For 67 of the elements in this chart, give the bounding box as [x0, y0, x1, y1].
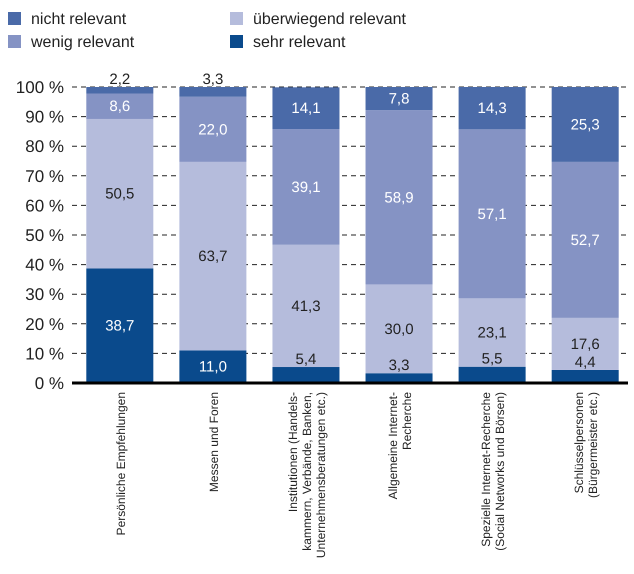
data-label: 41,3: [291, 298, 321, 315]
bar: [272, 367, 340, 383]
bar: [458, 366, 526, 383]
data-label: 5,4: [296, 351, 316, 368]
legend-label: überwiegend relevant: [253, 11, 407, 28]
legend-label: wenig relevant: [30, 34, 135, 51]
legend-label: nicht relevant: [31, 11, 127, 28]
data-label: 8,6: [109, 98, 130, 116]
x-tick-label: Spezielle Internet-Recherche (Social Networks und Börsen): [479, 392, 508, 551]
bar: [458, 298, 526, 367]
bar: [552, 318, 619, 370]
bar: [179, 350, 246, 383]
bar: [458, 129, 526, 298]
data-label: 50,5: [105, 186, 134, 203]
y-tick-label: 0 %: [34, 374, 64, 393]
bar: [552, 162, 619, 318]
data-label: 39,1: [291, 178, 321, 196]
data-label: 23,1: [478, 324, 507, 342]
data-label: 14,1: [291, 100, 321, 118]
bar: [179, 162, 246, 350]
y-tick-label: 10 %: [25, 344, 64, 364]
y-tick-label: 20 %: [25, 314, 64, 334]
data-label: 2,2: [109, 71, 130, 88]
bar: [272, 87, 340, 130]
data-label: 11,0: [198, 358, 227, 376]
data-label: 30,0: [384, 320, 414, 338]
data-label: 14,3: [478, 100, 507, 118]
data-label: 17,6: [570, 336, 600, 353]
data-label: 57,1: [478, 206, 507, 223]
y-tick-label: 30 %: [25, 285, 64, 304]
y-tick-label: 80 %: [25, 137, 64, 156]
x-tick-label: Messen und Foren: [206, 392, 221, 492]
y-tick-label: 70 %: [25, 166, 64, 186]
bar: [86, 268, 154, 383]
data-label: 58,9: [384, 189, 414, 206]
data-label: 3,3: [388, 357, 410, 374]
data-label: 4,4: [574, 354, 596, 371]
y-tick-label: 90 %: [25, 108, 64, 127]
bar: [366, 284, 433, 374]
bar: [458, 87, 526, 130]
data-label: 52,7: [570, 232, 600, 249]
data-label: 38,7: [105, 318, 134, 335]
data-label: 22,0: [198, 121, 228, 138]
data-label: 25,3: [570, 116, 600, 134]
data-label: 63,7: [198, 248, 228, 266]
x-tick-label: Institutionen (Handels- kammern, Verbände, Banken, Unternehmensberatungen etc.): [286, 392, 328, 558]
bar: [86, 87, 154, 94]
legend-label: sehr relevant: [253, 34, 346, 51]
bar: [86, 94, 154, 119]
bar: [366, 87, 433, 110]
y-tick-label: 40 %: [25, 256, 64, 275]
bar: [179, 87, 246, 97]
data-label: 3,3: [202, 71, 224, 88]
bar: [272, 244, 340, 368]
bar: [272, 129, 340, 245]
bar: [552, 87, 619, 162]
y-tick-label: 50 %: [25, 226, 64, 245]
bar: [366, 110, 433, 284]
y-tick-label: 60 %: [25, 196, 64, 216]
bar: [86, 118, 154, 268]
data-label: 5,5: [482, 350, 503, 368]
y-tick-label: 100 %: [16, 78, 64, 97]
x-tick-label: Allgemeine Internet- Recherche: [386, 392, 414, 500]
bar: [179, 96, 246, 162]
x-tick-label: Schlüsselpersonen (Bürgermeister etc.): [572, 392, 600, 498]
x-tick-label: Persönliche Empfehlungen: [114, 392, 128, 536]
data-label: 7,8: [388, 90, 410, 108]
